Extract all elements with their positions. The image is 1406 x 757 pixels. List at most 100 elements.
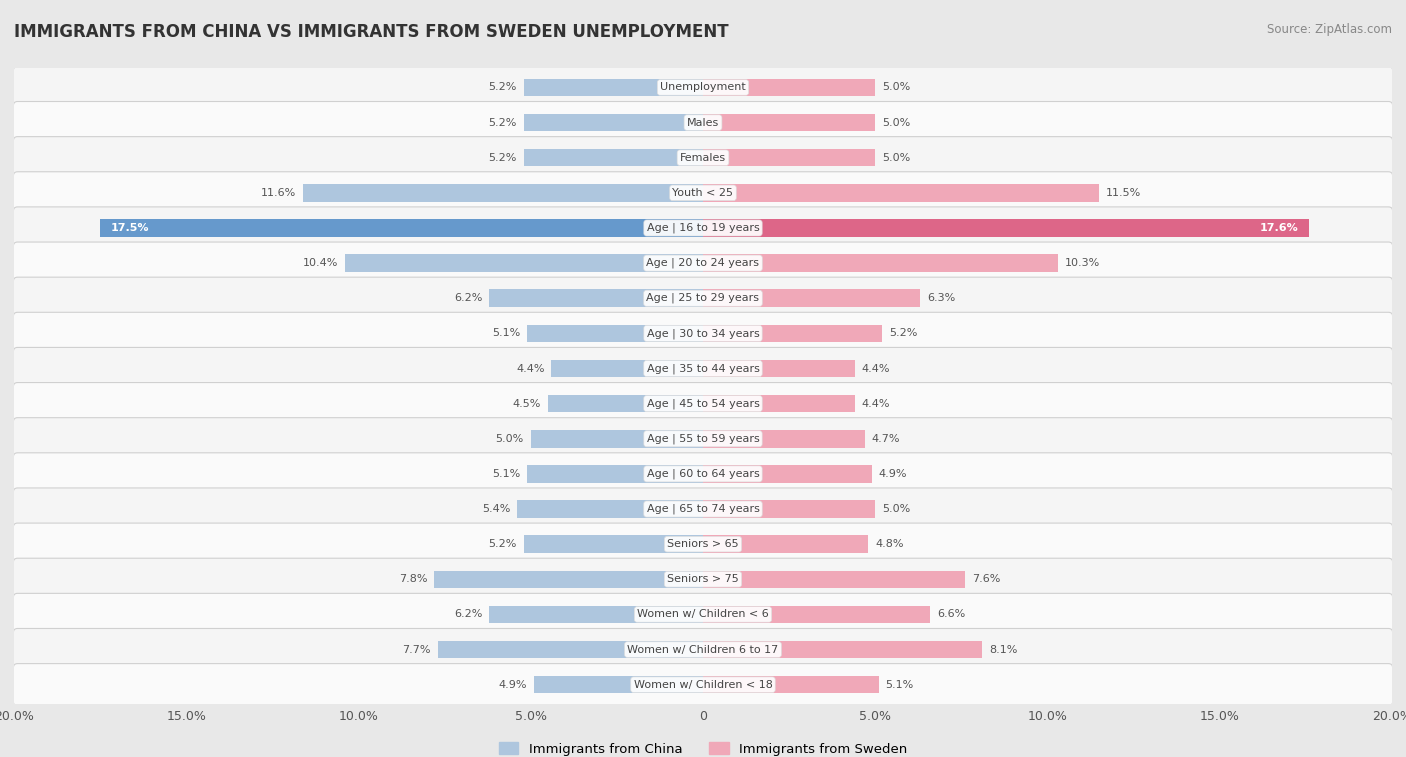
FancyBboxPatch shape <box>14 453 1392 495</box>
Text: 5.2%: 5.2% <box>489 539 517 549</box>
Text: 5.0%: 5.0% <box>882 83 910 92</box>
Text: Age | 60 to 64 years: Age | 60 to 64 years <box>647 469 759 479</box>
Bar <box>703 571 965 588</box>
Text: Source: ZipAtlas.com: Source: ZipAtlas.com <box>1267 23 1392 36</box>
Bar <box>703 79 875 96</box>
Text: 17.6%: 17.6% <box>1260 223 1299 233</box>
Bar <box>703 606 931 623</box>
Text: 5.0%: 5.0% <box>496 434 524 444</box>
Bar <box>703 114 875 132</box>
Text: Age | 45 to 54 years: Age | 45 to 54 years <box>647 398 759 409</box>
Text: 4.4%: 4.4% <box>516 363 544 373</box>
Text: Women w/ Children < 6: Women w/ Children < 6 <box>637 609 769 619</box>
Text: 8.1%: 8.1% <box>988 644 1018 655</box>
Text: Males: Males <box>688 117 718 128</box>
Bar <box>551 360 703 377</box>
Bar <box>703 325 882 342</box>
Bar <box>489 289 703 307</box>
Bar <box>534 676 703 693</box>
FancyBboxPatch shape <box>14 523 1392 565</box>
Text: 6.2%: 6.2% <box>454 293 482 304</box>
Text: 5.2%: 5.2% <box>889 329 917 338</box>
Text: 5.0%: 5.0% <box>882 117 910 128</box>
Bar <box>344 254 703 272</box>
Bar <box>703 289 920 307</box>
Bar <box>524 535 703 553</box>
Text: 5.1%: 5.1% <box>492 469 520 479</box>
Bar <box>524 114 703 132</box>
FancyBboxPatch shape <box>14 101 1392 144</box>
FancyBboxPatch shape <box>14 242 1392 284</box>
Text: 10.4%: 10.4% <box>302 258 337 268</box>
Text: Women w/ Children < 18: Women w/ Children < 18 <box>634 680 772 690</box>
Text: Youth < 25: Youth < 25 <box>672 188 734 198</box>
Text: 6.2%: 6.2% <box>454 609 482 619</box>
Bar <box>703 220 1309 237</box>
FancyBboxPatch shape <box>14 488 1392 530</box>
FancyBboxPatch shape <box>14 418 1392 459</box>
Text: 6.3%: 6.3% <box>927 293 955 304</box>
Bar <box>703 184 1099 201</box>
Text: 11.5%: 11.5% <box>1107 188 1142 198</box>
Text: 4.7%: 4.7% <box>872 434 900 444</box>
Text: 7.6%: 7.6% <box>972 575 1000 584</box>
Text: Unemployment: Unemployment <box>661 83 745 92</box>
FancyBboxPatch shape <box>14 558 1392 600</box>
FancyBboxPatch shape <box>14 67 1392 108</box>
Bar <box>703 500 875 518</box>
Text: 7.7%: 7.7% <box>402 644 430 655</box>
FancyBboxPatch shape <box>14 347 1392 390</box>
FancyBboxPatch shape <box>14 172 1392 214</box>
FancyBboxPatch shape <box>14 382 1392 425</box>
Text: 5.0%: 5.0% <box>882 504 910 514</box>
Text: 5.2%: 5.2% <box>489 83 517 92</box>
Text: 4.4%: 4.4% <box>862 399 890 409</box>
FancyBboxPatch shape <box>14 664 1392 706</box>
Text: 7.8%: 7.8% <box>399 575 427 584</box>
Text: Age | 20 to 24 years: Age | 20 to 24 years <box>647 258 759 269</box>
Text: IMMIGRANTS FROM CHINA VS IMMIGRANTS FROM SWEDEN UNEMPLOYMENT: IMMIGRANTS FROM CHINA VS IMMIGRANTS FROM… <box>14 23 728 41</box>
Bar <box>304 184 703 201</box>
Legend: Immigrants from China, Immigrants from Sweden: Immigrants from China, Immigrants from S… <box>494 737 912 757</box>
Bar <box>527 465 703 483</box>
Text: Seniors > 75: Seniors > 75 <box>666 575 740 584</box>
Text: 17.5%: 17.5% <box>111 223 149 233</box>
Bar <box>524 149 703 167</box>
Text: Age | 30 to 34 years: Age | 30 to 34 years <box>647 328 759 338</box>
Text: 5.1%: 5.1% <box>886 680 914 690</box>
FancyBboxPatch shape <box>14 277 1392 319</box>
Bar <box>703 465 872 483</box>
Bar <box>517 500 703 518</box>
Text: Age | 35 to 44 years: Age | 35 to 44 years <box>647 363 759 374</box>
Bar <box>703 360 855 377</box>
Bar <box>703 535 869 553</box>
Bar <box>703 149 875 167</box>
Bar <box>703 430 865 447</box>
Text: 4.4%: 4.4% <box>862 363 890 373</box>
Text: Females: Females <box>681 153 725 163</box>
Bar <box>548 395 703 413</box>
Text: 4.9%: 4.9% <box>499 680 527 690</box>
Text: 10.3%: 10.3% <box>1064 258 1099 268</box>
Bar <box>531 430 703 447</box>
FancyBboxPatch shape <box>14 593 1392 636</box>
Text: Age | 25 to 29 years: Age | 25 to 29 years <box>647 293 759 304</box>
Bar <box>524 79 703 96</box>
Bar <box>703 254 1057 272</box>
Bar <box>703 640 981 659</box>
Text: Age | 65 to 74 years: Age | 65 to 74 years <box>647 503 759 514</box>
Text: Seniors > 65: Seniors > 65 <box>668 539 738 549</box>
Bar <box>703 676 879 693</box>
Text: 5.2%: 5.2% <box>489 153 517 163</box>
FancyBboxPatch shape <box>14 136 1392 179</box>
Bar <box>703 395 855 413</box>
Text: 5.2%: 5.2% <box>489 117 517 128</box>
Text: Women w/ Children 6 to 17: Women w/ Children 6 to 17 <box>627 644 779 655</box>
Text: 5.0%: 5.0% <box>882 153 910 163</box>
Text: Age | 16 to 19 years: Age | 16 to 19 years <box>647 223 759 233</box>
Text: 4.8%: 4.8% <box>875 539 904 549</box>
Bar <box>100 220 703 237</box>
Bar <box>527 325 703 342</box>
FancyBboxPatch shape <box>14 313 1392 354</box>
Text: 4.5%: 4.5% <box>513 399 541 409</box>
